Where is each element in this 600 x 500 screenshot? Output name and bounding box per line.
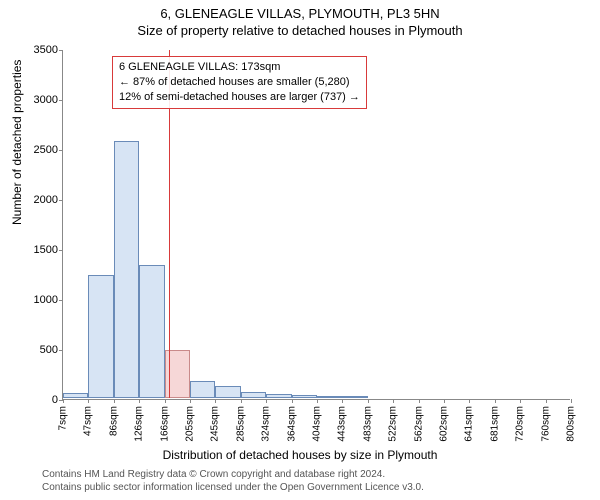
attribution-line2: Contains public sector information licen…: [42, 482, 424, 495]
histogram-bar: [292, 395, 317, 398]
x-tick-label: 720sqm: [515, 406, 526, 442]
x-tick-label: 522sqm: [388, 406, 399, 442]
x-tick-label: 86sqm: [108, 406, 119, 436]
y-tick-label: 1500: [18, 244, 58, 256]
histogram-bar: [190, 381, 215, 399]
x-tick-label: 324sqm: [261, 406, 272, 442]
header-subtitle: Size of property relative to detached ho…: [0, 21, 600, 38]
y-tick-mark: [59, 300, 63, 301]
x-tick-mark: [266, 399, 267, 403]
x-tick-mark: [546, 399, 547, 403]
histogram-bar: [139, 265, 164, 398]
x-tick-label: 364sqm: [286, 406, 297, 442]
y-tick-mark: [59, 50, 63, 51]
x-tick-label: 800sqm: [566, 406, 577, 442]
x-tick-mark: [114, 399, 115, 403]
x-tick-label: 245sqm: [210, 406, 221, 442]
histogram-bar: [215, 386, 240, 398]
x-tick-label: 126sqm: [134, 406, 145, 442]
y-tick-mark: [59, 250, 63, 251]
x-tick-label: 681sqm: [489, 406, 500, 442]
x-tick-label: 205sqm: [185, 406, 196, 442]
y-tick-label: 0: [18, 394, 58, 406]
x-tick-mark: [419, 399, 420, 403]
y-tick-mark: [59, 100, 63, 101]
x-tick-mark: [444, 399, 445, 403]
x-tick-label: 602sqm: [439, 406, 450, 442]
histogram-bar: [241, 392, 266, 398]
x-tick-mark: [215, 399, 216, 403]
attribution-line1: Contains HM Land Registry data © Crown c…: [42, 469, 424, 482]
histogram-bar: [88, 275, 113, 398]
x-tick-mark: [393, 399, 394, 403]
y-tick-label: 2000: [18, 194, 58, 206]
y-tick-mark: [59, 200, 63, 201]
x-tick-mark: [317, 399, 318, 403]
x-tick-mark: [190, 399, 191, 403]
x-axis-label: Distribution of detached houses by size …: [0, 448, 600, 462]
info-line1: 6 GLENEAGLE VILLAS: 173sqm: [119, 60, 360, 75]
x-tick-mark: [520, 399, 521, 403]
info-line3: 12% of semi-detached houses are larger (…: [119, 90, 360, 105]
x-tick-mark: [63, 399, 64, 403]
y-tick-label: 1000: [18, 294, 58, 306]
y-tick-label: 3000: [18, 94, 58, 106]
histogram-bar: [266, 394, 291, 399]
x-tick-label: 166sqm: [159, 406, 170, 442]
x-tick-mark: [495, 399, 496, 403]
chart-area: 7sqm47sqm86sqm126sqm166sqm205sqm245sqm28…: [62, 50, 570, 400]
x-tick-mark: [469, 399, 470, 403]
x-tick-label: 641sqm: [464, 406, 475, 442]
x-tick-mark: [342, 399, 343, 403]
x-tick-label: 47sqm: [83, 406, 94, 436]
x-tick-label: 404sqm: [312, 406, 323, 442]
y-tick-label: 2500: [18, 144, 58, 156]
x-tick-mark: [165, 399, 166, 403]
x-tick-mark: [88, 399, 89, 403]
x-tick-mark: [139, 399, 140, 403]
x-tick-mark: [571, 399, 572, 403]
header-address: 6, GLENEAGLE VILLAS, PLYMOUTH, PL3 5HN: [0, 0, 600, 21]
x-tick-label: 443sqm: [337, 406, 348, 442]
histogram-bar: [342, 396, 367, 398]
x-tick-mark: [241, 399, 242, 403]
x-tick-mark: [368, 399, 369, 403]
attribution: Contains HM Land Registry data © Crown c…: [42, 469, 424, 494]
y-tick-mark: [59, 150, 63, 151]
histogram-bar: [114, 141, 139, 398]
histogram-bar: [317, 396, 342, 399]
info-box: 6 GLENEAGLE VILLAS: 173sqm ← 87% of deta…: [112, 56, 367, 109]
y-tick-label: 3500: [18, 44, 58, 56]
y-tick-mark: [59, 350, 63, 351]
x-tick-label: 760sqm: [540, 406, 551, 442]
x-tick-label: 562sqm: [413, 406, 424, 442]
info-line2: ← 87% of detached houses are smaller (5,…: [119, 75, 360, 90]
x-tick-label: 7sqm: [58, 406, 69, 430]
y-tick-label: 500: [18, 344, 58, 356]
x-tick-mark: [292, 399, 293, 403]
x-tick-label: 483sqm: [362, 406, 373, 442]
histogram-bar: [63, 393, 88, 398]
x-tick-label: 285sqm: [235, 406, 246, 442]
